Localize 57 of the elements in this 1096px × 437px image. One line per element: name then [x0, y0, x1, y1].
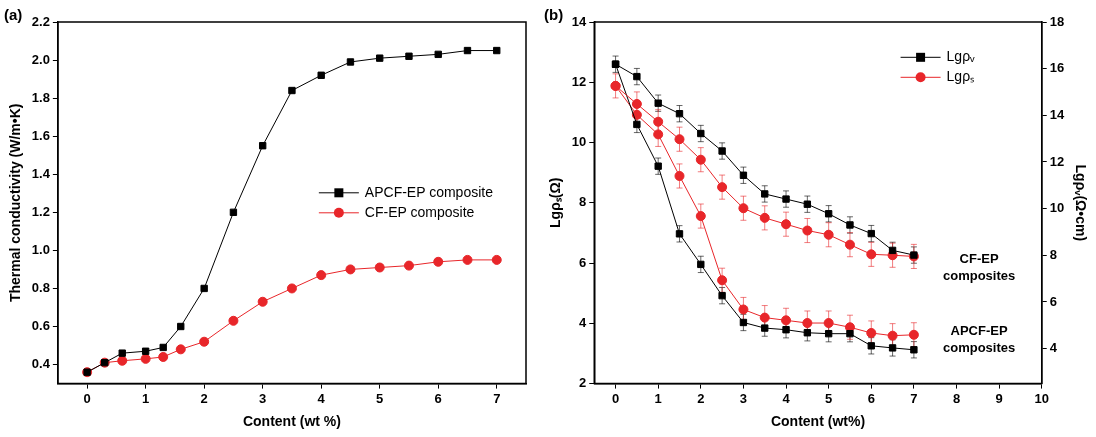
y2-tick-label: 10 — [1049, 200, 1065, 216]
x-tick-label: 3 — [259, 390, 267, 406]
y2-tick-label: 18 — [1049, 13, 1065, 29]
y-tick-label: 0.6 — [31, 318, 50, 334]
x-tick-label: 9 — [995, 390, 1003, 406]
x-axis-title: Content (wt %) — [242, 413, 341, 430]
x-tick-label: 8 — [952, 390, 961, 406]
y-tick-label: 1.2 — [31, 203, 50, 219]
x-tick-label: 10 — [1034, 390, 1049, 406]
x-tick-label: 3 — [739, 390, 748, 406]
y-tick-label: 14 — [571, 13, 588, 29]
legend-label: Lgρₛ — [946, 68, 975, 85]
legend-label: Lgρᵥ — [946, 48, 976, 65]
x-tick-label: 6 — [434, 390, 442, 406]
chart-title: (a) — [4, 5, 23, 23]
x-tick-label: 7 — [493, 390, 501, 406]
y-tick-label: 4 — [579, 314, 588, 330]
y-tick-label: 10 — [571, 134, 587, 150]
y2-tick-label: 4 — [1049, 340, 1058, 356]
y2-tick-label: 14 — [1049, 106, 1065, 122]
y-tick-label: 1.4 — [31, 165, 51, 181]
y-tick-label: 1.8 — [31, 89, 50, 105]
y-tick-label: 1.0 — [31, 241, 50, 257]
annotation: CF-EP composites — [942, 250, 1016, 283]
x-tick-label: 1 — [654, 390, 662, 406]
x-tick-label: 1 — [142, 390, 150, 406]
legend-label: APCF-EP composite — [364, 183, 494, 200]
annotation: APCF-EP composites — [942, 323, 1016, 356]
y-tick-label: 2.0 — [31, 51, 50, 67]
x-tick-label: 7 — [910, 390, 918, 406]
x-tick-label: 4 — [317, 390, 326, 406]
y2-tick-label: 8 — [1049, 246, 1057, 262]
x-tick-label: 4 — [782, 390, 791, 406]
y-tick-label: 8 — [579, 194, 587, 210]
y2-tick-label: 12 — [1049, 153, 1065, 169]
x-tick-label: 6 — [867, 390, 875, 406]
y-tick-label: 0.8 — [31, 280, 50, 296]
y-tick-label: 2 — [579, 375, 587, 391]
y-tick-label: 1.6 — [31, 127, 50, 143]
x-tick-label: 5 — [376, 390, 384, 406]
y-axis-title: Lgρₛ(Ω) — [547, 177, 564, 228]
chart-title: (b) — [544, 5, 564, 23]
y2-axis-title: Lgρᵥ(Ω•cm) — [1072, 164, 1089, 242]
x-tick-label: 5 — [825, 390, 833, 406]
y-tick-label: 2.2 — [31, 13, 50, 29]
y2-tick-label: 16 — [1049, 60, 1065, 76]
y-tick-label: 0.4 — [31, 356, 51, 372]
y-tick-label: 6 — [579, 254, 587, 270]
x-tick-label: 2 — [697, 390, 705, 406]
y-tick-label: 12 — [571, 73, 587, 89]
x-tick-label: 2 — [200, 390, 208, 406]
x-tick-label: 0 — [83, 390, 91, 406]
x-tick-label: 0 — [611, 390, 620, 406]
legend-label: CF-EP composite — [364, 203, 475, 220]
y-axis-title: Thermal conductivity (W/m•K) — [7, 103, 24, 303]
y2-tick-label: 6 — [1049, 293, 1057, 309]
x-axis-title: Content (wt%) — [770, 413, 866, 430]
